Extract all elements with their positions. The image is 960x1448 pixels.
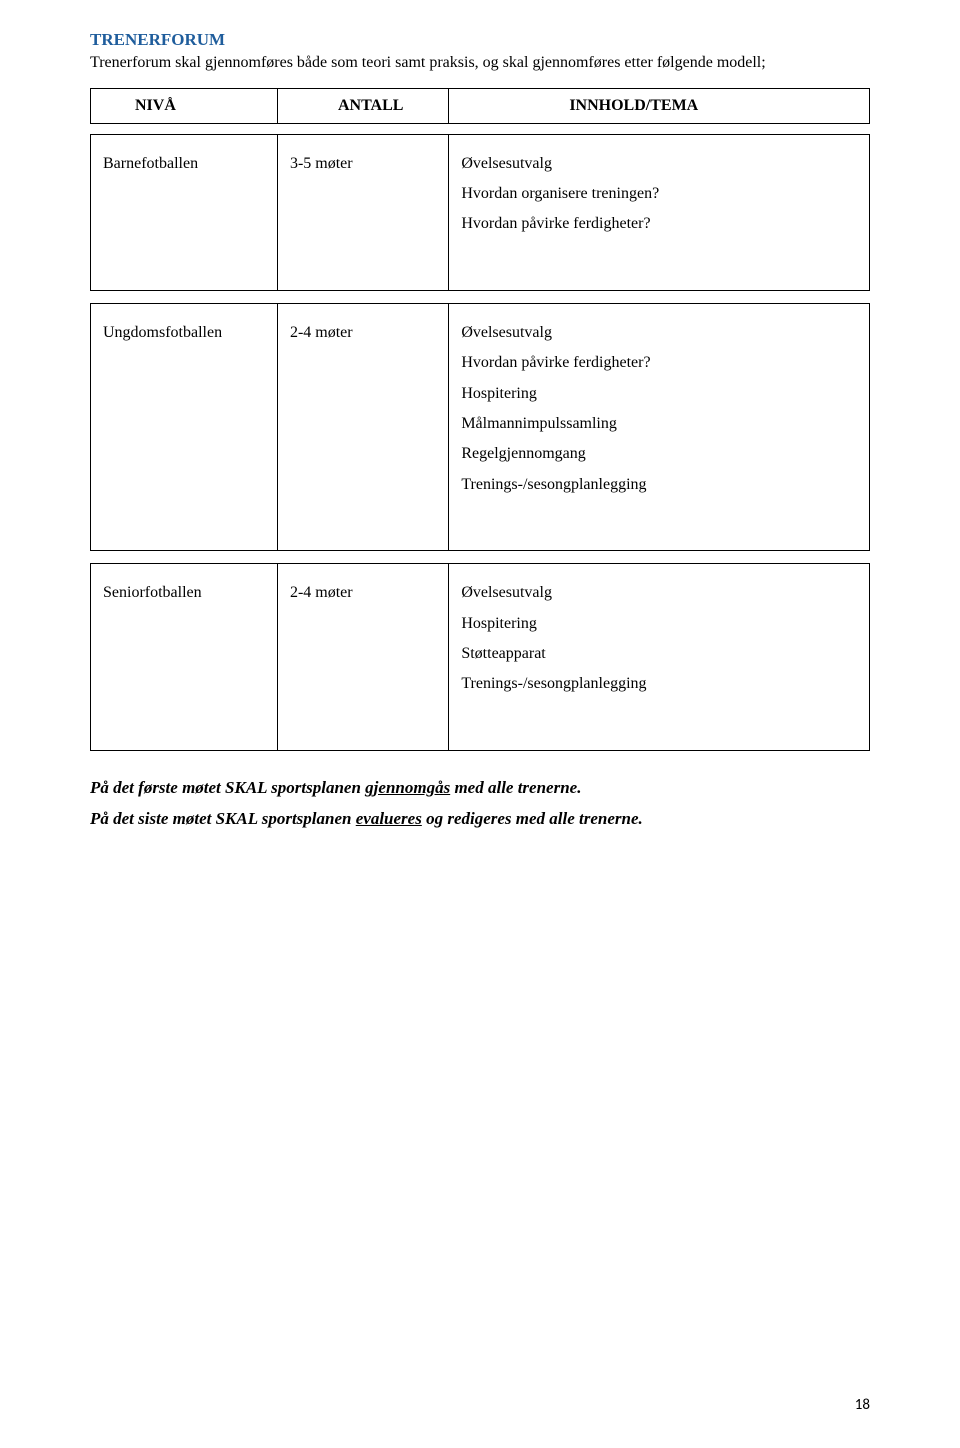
row-barnefotballen: Barnefotballen 3-5 møter Øvelsesutvalg H… [90,134,870,291]
content-line: Målmannimpulssamling [461,409,857,439]
content-line: Trenings-/sesongplanlegging [461,669,857,699]
header-col-content: INNHOLD/TEMA [449,88,870,123]
closing-text: og redigeres med alle trenerne. [422,809,643,828]
closing-line-2: På det siste møtet SKAL sportsplanen eva… [90,806,870,832]
table-row: Barnefotballen 3-5 møter Øvelsesutvalg H… [91,134,870,290]
content-line: Øvelsesutvalg [461,149,857,179]
table-row: Ungdomsfotballen 2-4 møter Øvelsesutvalg… [91,303,870,550]
header-col-count: ANTALL [277,88,448,123]
closing-underline: evalueres [356,809,422,828]
page: TRENERFORUM Trenerforum skal gjennomføre… [0,0,960,1448]
content-line: Regelgjennomgang [461,439,857,469]
closing-text: På det første møtet SKAL sportsplanen [90,778,365,797]
cell-count: 3-5 møter [277,134,448,290]
cell-content: Øvelsesutvalg Hvordan påvirke ferdighete… [449,303,870,550]
content-line: Hospitering [461,609,857,639]
content-line: Hvordan påvirke ferdigheter? [461,209,857,239]
content-line: Støtteapparat [461,639,857,669]
content-line: Hvordan påvirke ferdigheter? [461,348,857,378]
content-line: Hvordan organisere treningen? [461,179,857,209]
header-col-level: NIVÅ [91,88,278,123]
section-title: TRENERFORUM [90,30,870,50]
table-row: Seniorfotballen 2-4 møter Øvelsesutvalg … [91,564,870,751]
closing-line-1: På det første møtet SKAL sportsplanen gj… [90,775,870,801]
closing-text: med alle trenerne. [450,778,581,797]
header-table: NIVÅ ANTALL INNHOLD/TEMA [90,88,870,124]
cell-level: Ungdomsfotballen [91,303,278,550]
row-ungdomsfotballen: Ungdomsfotballen 2-4 møter Øvelsesutvalg… [90,303,870,551]
row-seniorfotballen: Seniorfotballen 2-4 møter Øvelsesutvalg … [90,563,870,751]
content-line: Trenings-/sesongplanlegging [461,470,857,500]
cell-count: 2-4 møter [277,564,448,751]
closing-text: På det siste møtet SKAL sportsplanen [90,809,356,828]
cell-content: Øvelsesutvalg Hospitering Støtteapparat … [449,564,870,751]
content-line: Hospitering [461,379,857,409]
content-line: Øvelsesutvalg [461,578,857,608]
content-line: Øvelsesutvalg [461,318,857,348]
cell-level: Barnefotballen [91,134,278,290]
cell-count: 2-4 møter [277,303,448,550]
page-number: 18 [855,1396,870,1414]
cell-level: Seniorfotballen [91,564,278,751]
cell-content: Øvelsesutvalg Hvordan organisere trening… [449,134,870,290]
intro-text: Trenerforum skal gjennomføres både som t… [90,52,870,74]
header-row: NIVÅ ANTALL INNHOLD/TEMA [91,88,870,123]
closing-underline: gjennomgås [365,778,450,797]
